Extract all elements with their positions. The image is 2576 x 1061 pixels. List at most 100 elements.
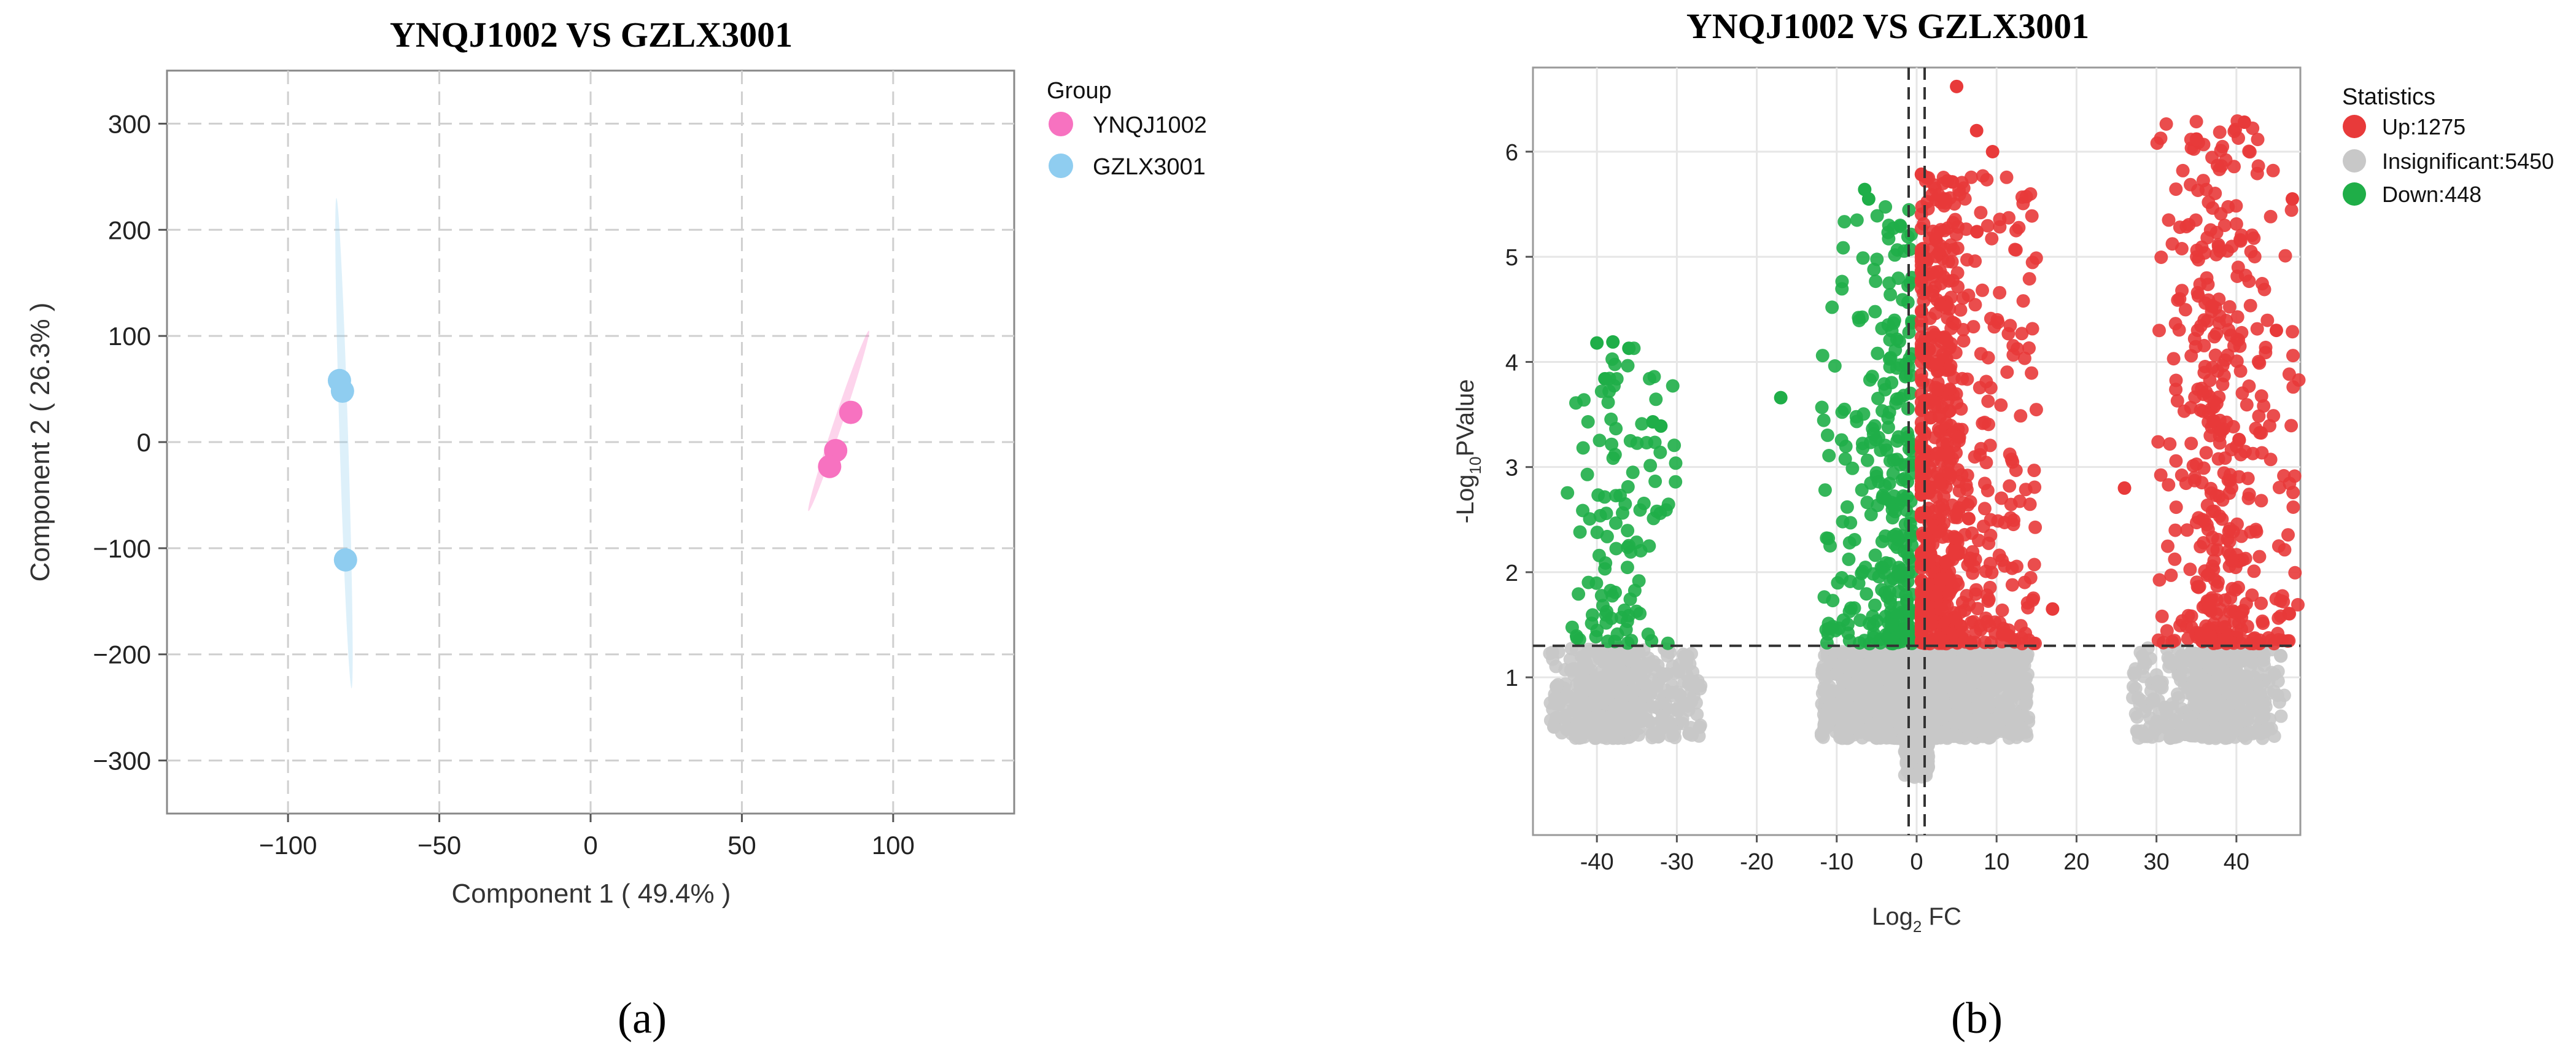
volcano-point [2046,602,2060,616]
volcano-point [1968,450,1982,464]
volcano-point [1653,445,1667,459]
volcano-point [2260,313,2275,327]
volcano-point [2015,327,2029,341]
volcano-point [1965,670,1979,685]
pca-x-tick-label: −50 [417,831,461,860]
volcano-point [1592,548,1606,562]
volcano-point [1667,438,1682,453]
volcano-point [1649,392,1663,406]
volcano-point [1994,398,2008,412]
volcano-point [1893,661,1907,675]
volcano-point [1997,700,2011,714]
volcano-point [1573,525,1587,539]
volcano-point [2163,437,2177,451]
volcano-point [2191,289,2205,303]
volcano-point [2226,420,2240,433]
volcano-point [1885,503,1899,516]
volcano-point [2169,500,2183,515]
volcano-point [2004,453,2019,466]
volcano-point [1654,419,1668,433]
volcano-point [2187,332,2202,346]
volcano-point [2250,322,2264,336]
volcano-point [2277,688,2291,702]
volcano-point [1655,696,1669,710]
volcano-point [1977,416,1992,429]
volcano-point [1931,364,1946,378]
volcano-point [1659,683,1673,698]
volcano-point [2250,677,2264,691]
volcano-point [2211,532,2225,546]
volcano-point [2029,403,2043,417]
volcano-point [1857,634,1871,648]
volcano-point [2230,270,2244,283]
volcano-point [2211,238,2225,252]
volcano-point [1881,421,1895,435]
volcano-point [1837,402,1852,416]
pca-point [839,400,863,424]
volcano-point [2259,346,2273,360]
volcano-point [1815,349,1829,363]
volcano-point [2009,464,2023,477]
volcano-point [2191,700,2205,714]
volcano-point [2209,301,2222,315]
volcano-point [2014,619,2028,633]
volcano-point [2267,409,2281,423]
volcano-point [1818,483,1832,497]
volcano-point [1885,618,1899,632]
volcano-point [1666,728,1680,742]
volcano-point [2252,633,2267,647]
pca-x-tick-label: 50 [727,831,756,860]
volcano-y-tick-label: 2 [1505,561,1518,586]
volcano-point [1968,298,1982,312]
volcano-point [1823,696,1837,710]
volcano-x-tick-label: -10 [1820,849,1853,875]
volcano-point [1914,422,1928,436]
volcano-point [1919,602,1933,615]
volcano-point [1932,500,1946,514]
volcano-point [2195,381,2209,395]
volcano-point [2245,588,2259,602]
volcano-point [2217,219,2232,232]
volcano-point [2156,717,2170,731]
volcano-point [2169,182,2183,196]
volcano-point [2016,196,2030,211]
volcano-point [1626,465,1640,480]
volcano-point [2180,523,2194,537]
volcano-point [1613,488,1627,502]
volcano-point [2251,159,2265,173]
volcano-point [1990,711,2004,725]
volcano-point [2001,327,2015,341]
volcano-point [2170,687,2184,701]
volcano-point [2251,133,2265,147]
volcano-point [1938,223,1952,238]
volcano-point [1656,667,1670,681]
volcano-point [2184,177,2197,192]
volcano-point [1871,475,1885,489]
volcano-point [1820,428,1834,442]
volcano-point [2206,636,2221,650]
volcano-point [2222,300,2237,314]
pca-y-tick-label: −100 [93,534,151,563]
volcano-point [1819,623,1833,637]
volcano-point [1981,394,1995,408]
volcano-point [2229,661,2243,675]
volcano-point [1942,586,1957,600]
volcano-point [1669,475,1683,489]
volcano-point [1937,270,1950,284]
volcano-point [1577,393,1591,407]
volcano-point [1933,424,1947,438]
volcano-point [2006,348,2020,362]
volcano-point [2017,351,2031,365]
volcano-point [2216,359,2230,373]
volcano-point [1949,346,1963,360]
volcano-point [2246,650,2260,664]
volcano-point [1900,715,1914,729]
volcano-point [1855,483,1869,497]
volcano-point [2210,543,2224,557]
volcano-point [1854,723,1868,737]
volcano-point [2002,666,2016,680]
volcano-point [1693,720,1707,734]
volcano-legend-label: Down:448 [2382,182,2481,207]
volcano-point [1589,576,1604,590]
